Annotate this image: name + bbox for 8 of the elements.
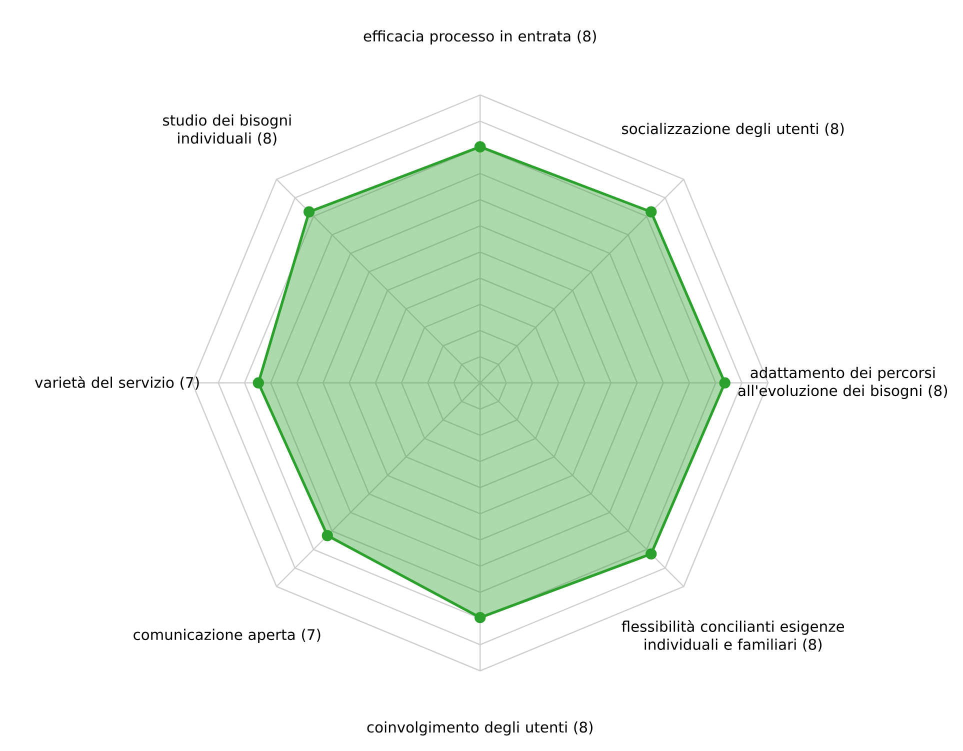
spoke-label: varietà del servizio (7)	[34, 376, 199, 390]
spoke-label: efficacia processo in entrata (8)	[364, 30, 596, 45]
spoke-label: socializzazione degli utenti (8)	[622, 122, 844, 138]
spoke-label: coinvolgimento degli utenti (8)	[367, 721, 592, 736]
spoke-label: flessibilità concilianti esigenze individuali e familiari (8)	[622, 620, 844, 652]
spoke-label: comunicazione aperta (7)	[134, 628, 320, 644]
spoke-label: adattamento dei percorsi all'evoluzione dei bisogni (8)	[738, 366, 948, 400]
spoke-label: studio dei bisogni individuali (8)	[163, 114, 291, 146]
